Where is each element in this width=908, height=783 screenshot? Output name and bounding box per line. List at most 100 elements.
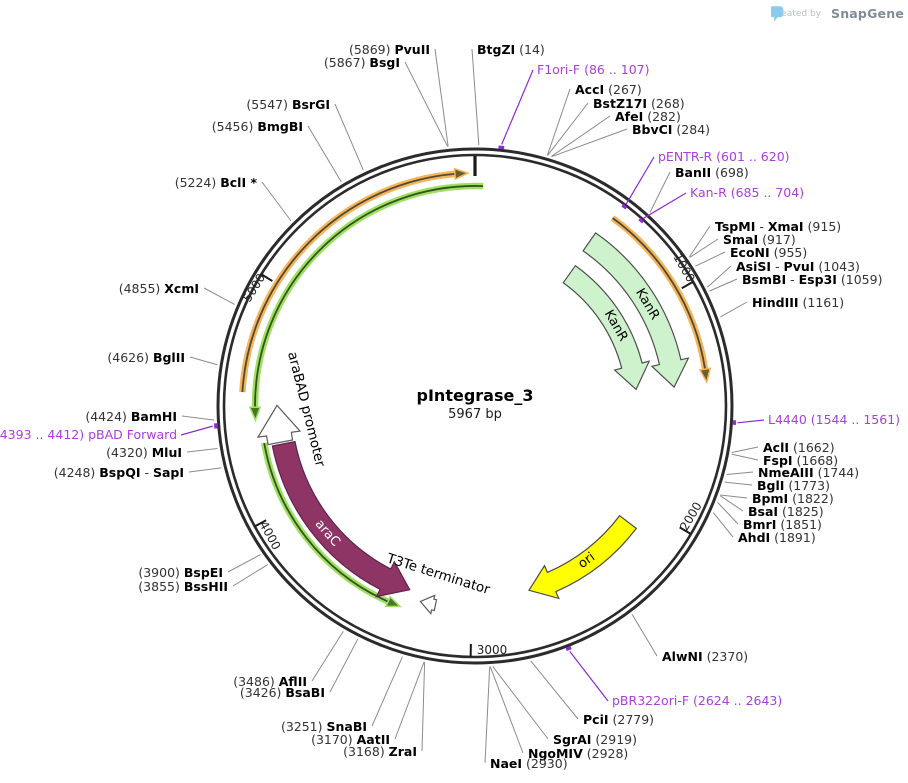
callout-line [394,661,425,740]
orf-forward-top-halo [239,170,456,393]
tick-5000 [260,273,273,282]
primer-label-L4440: L4440 (1544 .. 1561) [768,412,900,427]
enzyme-label-MluI: (4320) MluI [106,445,182,460]
primer-callout-line [737,419,765,424]
callout-line [421,662,426,752]
enzyme-label-SmaI: SmaI (917) [723,232,796,247]
tick-label-3000: 3000 [477,643,508,657]
callout-line [434,48,449,147]
callout-line [649,171,671,213]
callout-line [546,88,571,156]
primer-label-Kan-R: Kan-R (685 .. 704) [690,185,804,200]
enzyme-label-TspMI-XmaI: TspMI - XmaI (915) [715,219,841,234]
enzyme-label-BspQI-SapI: (4248) BspQI - SapI [54,465,184,480]
enzyme-label-BanII: BanII (698) [675,165,749,180]
enzyme-label-BamHI: (4424) BamHI [85,409,177,424]
enzyme-label-AlwNI: AlwNI (2370) [662,649,748,664]
feature-arrow-ori [528,514,638,600]
enzyme-label-BsgI: (5867) BsgI [324,55,400,70]
primer-mark-pENTR-R [621,203,628,210]
feature-arrow-KanR-cds [562,264,651,391]
orf-reverse-top-core [254,185,484,408]
primer-callout-line [501,69,534,145]
callout-line [720,301,748,318]
primer-label-pBR322ori-F: pBR322ori-F (2624 .. 2643) [612,693,782,708]
primer-callout-line [569,650,609,702]
callout-line [547,102,589,156]
callout-line [631,614,658,657]
enzyme-label-BglII: (4626) BglII [107,350,185,365]
enzyme-label-SgrAI: SgrAI (2919) [553,732,637,747]
callout-line [689,238,719,258]
callout-line [329,638,359,693]
callout-line [717,502,739,525]
plasmid-title: pIntegrase_3 [417,386,534,405]
enzyme-label-BmrI: BmrI (1851) [743,517,822,532]
tick-label-5000: 5000 [240,271,268,304]
enzyme-label-BstZ17I: BstZ17I (268) [593,96,685,111]
enzyme-label-BbvCI: BbvCI (284) [632,122,710,137]
callout-line [232,564,268,587]
callout-line [311,631,344,682]
callout-line [719,495,744,512]
enzyme-label-NgoMIV: NgoMIV (2928) [528,746,628,761]
orf-reverse-top-arrowhead [248,406,262,423]
orf-forward-kanr-arrowhead [698,367,712,385]
feature-arrow-araC [271,440,411,598]
credit-text: Created by [771,8,821,19]
enzyme-label-BsrGI: (5547) BsrGI [246,97,330,112]
enzyme-label-AflII: (3486) AflII [233,674,307,689]
tick-1000 [681,280,694,290]
plasmid-size: 5967 bp [448,407,502,422]
callout-line [724,481,753,486]
callout-line [707,265,732,288]
primer-label-pENTR-R: pENTR-R (601 .. 620) [658,149,790,164]
primer-mark-F1ori-F [498,145,505,150]
callout-line [181,415,215,421]
orf-forward-top-arrowhead [453,167,470,181]
enzyme-label-AccI: AccI (267) [575,82,642,97]
callout-line [484,666,491,764]
callout-line [203,287,235,305]
callout-line [188,467,222,473]
orf-reverse-arac-arrowhead [384,595,402,608]
feature-arrow-araBAD-promoter [256,404,302,446]
enzyme-label-BmgBI: (5456) BmgBI [212,119,303,134]
orf-reverse-arac-core [263,442,389,603]
enzyme-label-PvuII: (5869) PvuII [349,42,430,57]
enzyme-label-BglI: BglI (1773) [757,478,830,493]
credit-brand: SnapGene [831,6,904,21]
callout-line [189,356,218,366]
primer-label-F1ori-F: F1ori-F (86 .. 107) [537,62,650,77]
callout-line [709,278,738,292]
callout-line [551,115,611,157]
primer-mark-pBR322ori-F [565,646,572,651]
enzyme-label-SnaBI: (3251) SnaBI [281,719,367,734]
callout-line [261,181,292,222]
enzyme-label-AatII: (3170) AatII [311,732,390,747]
orf-forward-kanr-core [612,217,706,370]
primer-label-pBAD-Forward: (4393 .. 4412) pBAD Forward [0,427,177,442]
enzyme-label-AhdI: AhdI (1891) [738,530,816,545]
callout-line [489,666,524,754]
primer-callout-line [642,192,687,219]
enzyme-label-BssHII: (3855) BssHII [138,579,228,594]
callout-line [712,512,734,538]
enzyme-label-BclI*: (5224) BclI * [175,175,258,190]
enzyme-label-BspEI: (3900) BspEI [138,565,223,580]
enzyme-label-BsmBI-Esp3I: BsmBI - Esp3I (1059) [742,272,882,287]
enzyme-label-AsiSI-PvuI: AsiSI - PvuI (1043) [736,259,860,274]
enzyme-label-BtgZI: BtgZI (14) [477,42,545,57]
tick-2000 [679,526,692,535]
enzyme-label-BpmI: BpmI (1822) [752,491,834,506]
enzyme-label-AfeI: AfeI (282) [615,109,681,124]
tick-4000 [254,519,267,528]
callout-line [371,656,403,727]
callout-line [404,61,449,147]
callout-line [731,453,759,461]
callout-line [731,446,759,454]
enzyme-label-PciI: PciI (2779) [583,712,654,727]
plasmid-backbone-outer [216,147,734,665]
primer-callout-line [180,425,213,436]
